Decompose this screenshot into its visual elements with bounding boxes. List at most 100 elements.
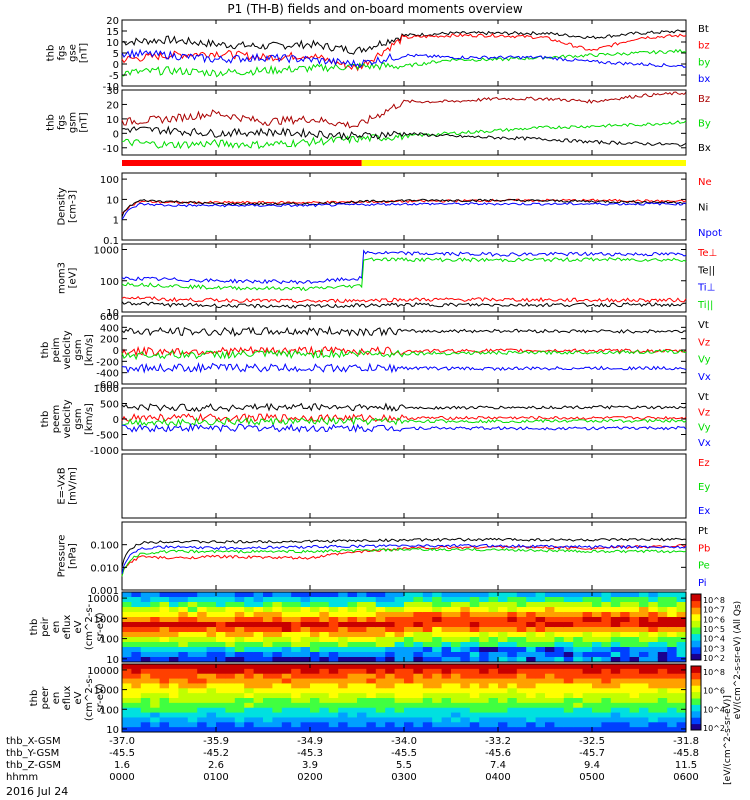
peer_eflux-cell	[404, 722, 414, 728]
peer_eflux-cell	[441, 722, 452, 728]
peem_velocity-ylabel-line: thb	[40, 411, 51, 428]
peer_eflux-cell	[451, 717, 461, 723]
peir_eflux-cell	[582, 657, 593, 663]
peer_eflux-cell	[197, 717, 208, 723]
temperature-series-Ti⊥	[121, 249, 687, 285]
peir_eflux-cell	[676, 647, 687, 653]
peir_eflux-cell	[206, 622, 217, 628]
peer_eflux-cell	[573, 668, 584, 675]
peir_eflux-cell	[338, 637, 349, 643]
peer_eflux-cell	[159, 678, 170, 684]
peir_eflux-cell	[404, 597, 414, 603]
peer_eflux-cell	[620, 707, 631, 714]
peir_eflux-cell	[545, 642, 555, 648]
peer_eflux-cell	[460, 727, 471, 733]
peer_eflux-cell	[300, 664, 311, 670]
peir_eflux-cell	[159, 657, 170, 663]
peer_eflux-cell	[676, 683, 687, 689]
peer_eflux-cell	[338, 693, 349, 699]
peir_eflux-cell	[159, 602, 170, 608]
peer_eflux-cell	[150, 664, 161, 670]
peer_eflux-cell	[281, 698, 292, 704]
peer_eflux-cell	[545, 678, 555, 684]
fgs_gse-ylabel-line: thb	[46, 45, 57, 62]
peer_eflux-cell	[225, 727, 236, 733]
peer_eflux-cell	[469, 673, 480, 680]
peir_eflux-cell	[582, 597, 593, 603]
peir_eflux-cell	[554, 637, 565, 643]
peir_eflux-cell	[281, 612, 292, 618]
peer_eflux-cell	[592, 707, 602, 714]
peer_eflux-cell	[657, 693, 668, 699]
density-legend-2: Npot	[698, 228, 722, 239]
peer_eflux-cell	[394, 693, 405, 699]
peir_eflux-cell	[272, 602, 283, 608]
peir_eflux-cell	[507, 637, 518, 643]
peer_eflux-cell	[216, 688, 226, 694]
peir_eflux-cell	[375, 627, 386, 633]
peir_eflux-cell	[620, 632, 631, 638]
peer_eflux-cell	[140, 688, 151, 694]
peir_eflux-cell	[432, 642, 443, 648]
efield-legend-0: Ez	[698, 458, 710, 469]
peir_eflux-cell	[300, 627, 311, 633]
peir_eflux-cell	[554, 657, 565, 663]
peer_eflux-cell	[592, 688, 602, 694]
peir_eflux-cell	[244, 657, 255, 663]
peer_eflux-cell	[620, 683, 631, 689]
peer_eflux-cell	[140, 673, 151, 680]
peer_eflux-cell	[639, 673, 649, 680]
peir_eflux-cell	[150, 617, 161, 623]
peer_eflux-cell	[554, 688, 565, 694]
peir_eflux-cell	[131, 602, 142, 608]
fgs_gsm-ytick-label: 30	[106, 86, 119, 97]
peir_eflux-cell	[244, 617, 255, 623]
peer_eflux-cell	[234, 668, 245, 675]
peer_eflux-cell	[639, 727, 649, 733]
peir_eflux-cell	[479, 612, 490, 618]
peer_eflux-cell	[469, 688, 480, 694]
peer_eflux-cell	[187, 664, 198, 670]
peer_eflux-cell	[516, 702, 527, 709]
peer_eflux-cell	[460, 664, 471, 670]
peer_eflux-cell	[620, 693, 631, 699]
peer_eflux-cell	[413, 673, 424, 680]
peir_eflux-cell	[122, 637, 132, 643]
peir_eflux-cell	[328, 617, 339, 623]
peer_eflux-cell	[545, 712, 555, 718]
peir_eflux-cell	[178, 607, 189, 613]
peir_eflux-cell	[469, 612, 480, 618]
peer_eflux-cell	[507, 727, 518, 733]
peer_eflux-cell	[347, 722, 358, 728]
peer_eflux-cell	[131, 712, 142, 718]
peir_eflux-cell	[413, 632, 424, 638]
colorbar-1-frame	[690, 665, 702, 731]
peir_eflux-cell	[479, 652, 490, 658]
peir_eflux-cell	[422, 652, 433, 658]
peir_eflux-cell	[601, 612, 612, 618]
peir_eflux-cell	[620, 597, 631, 603]
peer_eflux-cell	[545, 707, 555, 714]
peer_eflux-cell	[620, 678, 631, 684]
peir_eflux-cell	[404, 622, 414, 628]
peir_eflux-cell	[601, 592, 612, 598]
peir_eflux-cell	[432, 597, 443, 603]
peir_eflux-cell	[253, 607, 264, 613]
peer_eflux-cell	[507, 712, 518, 718]
peir_eflux-cell	[582, 617, 593, 623]
peir_eflux-cell	[545, 622, 555, 628]
peir_eflux-cell	[432, 632, 443, 638]
peer_eflux-cell	[469, 707, 480, 714]
peer_eflux-cell	[169, 678, 179, 684]
peer_eflux-cell	[432, 698, 443, 704]
peir_eflux-cell	[366, 617, 377, 623]
peir_eflux-cell	[347, 637, 358, 643]
peer_eflux-cell	[657, 698, 668, 704]
peir_eflux-cell	[357, 642, 367, 648]
peem_velocity-ylabel-line: peem	[51, 405, 62, 433]
peir_eflux-cell	[310, 627, 320, 633]
peer_eflux-cell	[441, 707, 452, 714]
peer_eflux-cell	[648, 678, 659, 684]
peer_eflux-cell	[159, 673, 170, 680]
peer_eflux-cell	[639, 702, 649, 709]
